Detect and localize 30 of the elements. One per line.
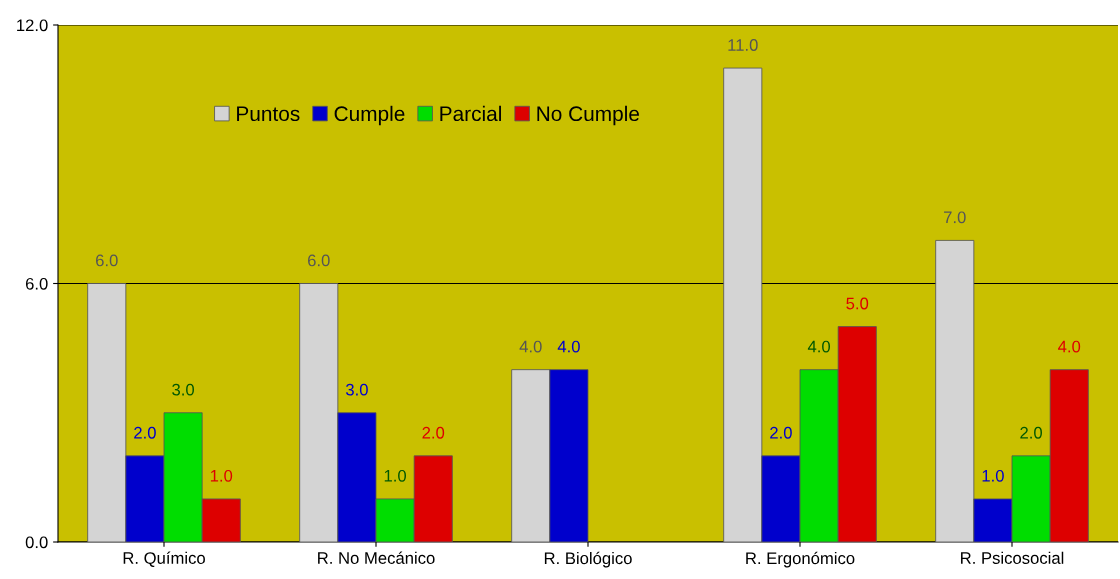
data-label: 6.0 [96, 254, 118, 267]
legend-label: Parcial [440, 105, 501, 122]
x-tick-label: R. Biológico [544, 551, 632, 568]
data-label: 3.0 [345, 383, 368, 396]
legend-label: Cumple [334, 105, 405, 126]
data-label: 1.0 [210, 469, 233, 482]
data-label: 1.0 [982, 469, 1004, 482]
data-label: 4.0 [807, 340, 831, 353]
y-tick-label: 0.0 [25, 536, 48, 549]
x-tick-label: R. No Mecánico [318, 551, 435, 564]
x-tick-label: R. Químico [123, 551, 205, 567]
y-tick-label: 12.0 [17, 19, 48, 32]
data-label: 1.0 [384, 469, 407, 482]
y-tick-label: 6.0 [25, 277, 48, 290]
data-label: 4.0 [519, 340, 542, 353]
data-label: 2.0 [1020, 426, 1043, 439]
data-label: 6.0 [308, 254, 330, 267]
legend-label: No Cumple [537, 105, 639, 126]
data-label: 4.0 [557, 340, 580, 353]
data-label: 2.0 [422, 426, 445, 439]
x-tick-label: R. Psicosocial [961, 551, 1064, 564]
data-label: 2.0 [134, 426, 156, 439]
data-label: 4.0 [1058, 340, 1081, 353]
legend-label: Puntos [237, 106, 300, 122]
x-tick-label: R. Ergonómico [746, 551, 855, 568]
data-label: 5.0 [846, 297, 869, 310]
data-label: 7.0 [944, 211, 966, 224]
data-label: 3.0 [172, 383, 195, 396]
data-label: 11.0 [728, 39, 758, 51]
data-label: 2.0 [770, 426, 792, 439]
